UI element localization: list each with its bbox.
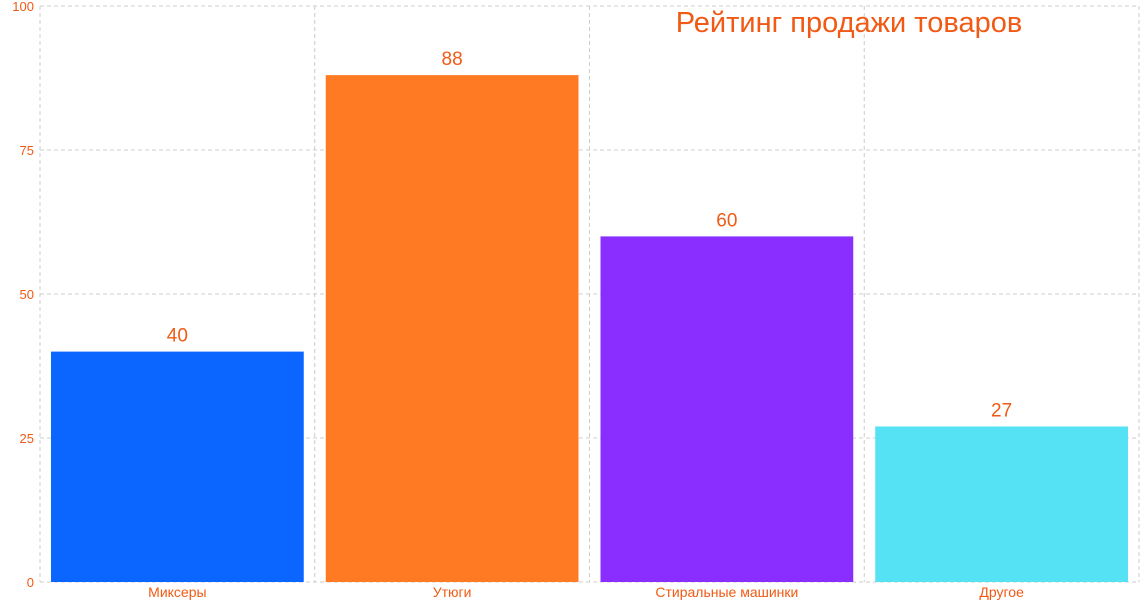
- x-axis-labels: Миксеры Утюги Стиральные машинки Другое: [148, 584, 1024, 600]
- value-labels: 40 88 60 27: [167, 49, 1012, 421]
- bars: [51, 75, 1128, 583]
- bar-value-label: 40: [167, 326, 188, 347]
- bar-value-label: 60: [716, 210, 737, 231]
- x-category-label: Миксеры: [148, 584, 206, 600]
- x-category-label: Утюги: [433, 584, 472, 600]
- bar[interactable]: [600, 236, 854, 582]
- bar-value-label: 88: [442, 49, 463, 70]
- y-tick-label: 100: [12, 0, 34, 14]
- bar[interactable]: [875, 426, 1128, 582]
- y-tick-label: 50: [20, 287, 34, 302]
- bar[interactable]: [51, 351, 304, 582]
- x-category-label: Другое: [979, 584, 1024, 600]
- bar[interactable]: [325, 75, 579, 583]
- y-axis-ticks: 0 25 50 75 100: [12, 0, 34, 590]
- x-category-label: Стиральные машинки: [655, 584, 798, 600]
- y-tick-label: 25: [20, 431, 34, 446]
- chart-title: Рейтинг продажи товаров: [676, 7, 1023, 39]
- bar-value-label: 27: [991, 400, 1012, 421]
- y-tick-label: 75: [20, 143, 34, 158]
- y-tick-label: 0: [27, 575, 34, 590]
